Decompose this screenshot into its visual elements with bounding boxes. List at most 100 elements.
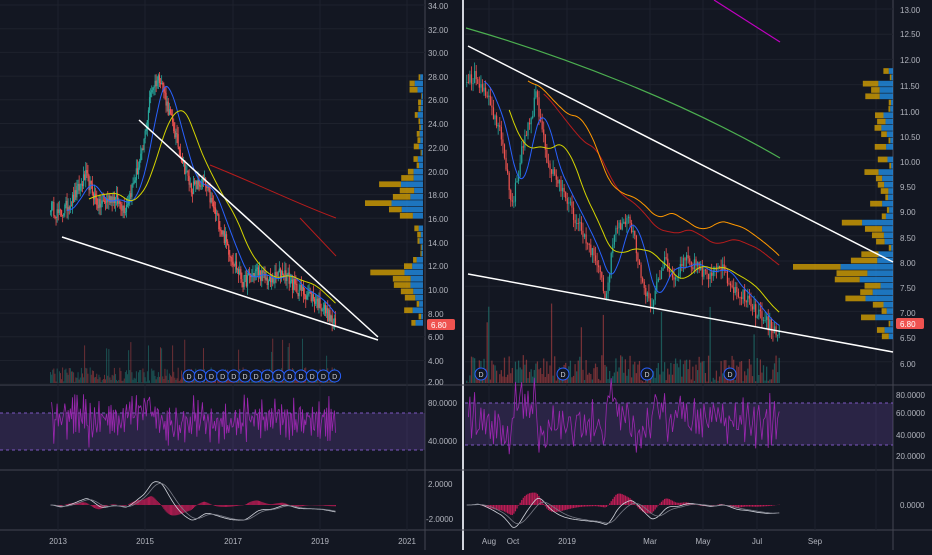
macd-histogram-bar — [156, 500, 157, 505]
volume-profile-bar — [871, 87, 880, 93]
volume-bar — [688, 369, 689, 383]
candle-body — [329, 310, 330, 321]
volume-bar — [667, 369, 668, 383]
left-price-tick: 4.00 — [428, 357, 444, 366]
volume-bar — [261, 379, 262, 383]
left-price-tick: 22.00 — [428, 144, 449, 153]
volume-bar — [114, 368, 115, 383]
candle-body — [63, 213, 64, 215]
volume-profile-bar — [400, 188, 414, 194]
candle-body — [752, 306, 753, 309]
candle-body — [242, 282, 243, 287]
candle-body — [150, 92, 151, 97]
macd-histogram-bar — [325, 505, 326, 506]
candle-body — [749, 296, 750, 299]
candle-body — [471, 74, 472, 83]
macd-histogram-bar — [192, 505, 193, 509]
macd-histogram-bar — [159, 503, 160, 505]
candle-body — [741, 297, 742, 299]
candle-body — [223, 231, 224, 234]
macd-histogram-bar — [66, 504, 67, 505]
volume-bar — [502, 376, 503, 383]
volume-bar — [521, 369, 522, 383]
volume-bar — [766, 367, 767, 383]
volume-bar — [53, 369, 54, 383]
candle-body — [757, 317, 758, 318]
macd-histogram-bar — [521, 500, 522, 505]
volume-bar — [507, 375, 508, 383]
volume-profile-bar — [414, 226, 418, 232]
candle-body — [189, 176, 190, 185]
volume-profile-bar — [411, 276, 423, 282]
macd-histogram-bar — [277, 503, 278, 505]
candle-body — [777, 335, 778, 336]
volume-profile-bar — [404, 270, 423, 276]
volume-profile-bar — [422, 251, 423, 257]
candle-body — [581, 222, 582, 231]
volume-bar — [708, 356, 709, 383]
volume-profile-bar — [865, 93, 879, 99]
candle-body — [744, 289, 745, 301]
macd-histogram-bar — [502, 505, 503, 511]
macd-histogram-bar — [193, 505, 194, 508]
candle-body — [282, 271, 283, 275]
macd-histogram-bar — [297, 505, 298, 507]
right-macd-tick: 0.0000 — [900, 501, 925, 510]
volume-bar — [711, 382, 712, 383]
left-price-tick: 8.00 — [428, 310, 444, 319]
candle-body — [323, 309, 324, 310]
candle-body — [266, 278, 267, 280]
volume-bar — [532, 377, 533, 383]
volume-bar — [160, 347, 161, 383]
candle-body — [686, 255, 687, 260]
candle-body — [513, 202, 514, 203]
macd-histogram-bar — [169, 505, 170, 514]
volume-profile-bar — [882, 308, 887, 314]
volume-bar — [138, 372, 139, 383]
macd-histogram-bar — [93, 505, 94, 507]
candle-body — [65, 201, 66, 205]
volume-profile-bar — [402, 207, 423, 213]
candle-body — [633, 231, 634, 232]
candle-body — [564, 188, 565, 192]
macd-histogram-bar — [224, 505, 225, 507]
candle-body — [218, 215, 219, 229]
macd-histogram-bar — [545, 505, 546, 506]
volume-bar — [283, 381, 284, 383]
candle-body — [532, 116, 533, 118]
volume-bar — [623, 373, 624, 383]
volume-bar — [124, 379, 125, 383]
right-price-tick: 8.00 — [900, 259, 916, 268]
volume-profile-bar — [414, 188, 423, 194]
candle-body — [766, 316, 767, 320]
candle-body — [611, 253, 612, 274]
volume-profile-bar — [793, 264, 841, 270]
candle-body — [61, 210, 62, 215]
candle-body — [174, 131, 175, 137]
volume-bar — [99, 375, 100, 383]
volume-bar — [145, 377, 146, 383]
volume-bar — [741, 361, 742, 383]
candle-body — [688, 255, 689, 258]
macd-histogram-bar — [233, 505, 234, 506]
candle-body — [206, 186, 207, 188]
macd-histogram-bar — [86, 503, 87, 505]
macd-histogram-bar — [281, 503, 282, 505]
candle-body — [162, 83, 163, 85]
macd-histogram-bar — [677, 503, 678, 505]
candle-body — [134, 182, 135, 183]
macd-histogram-bar — [752, 505, 753, 507]
candle-body — [284, 270, 285, 275]
macd-histogram-bar — [61, 505, 62, 506]
macd-histogram-bar — [592, 505, 593, 506]
macd-histogram-bar — [529, 493, 530, 505]
macd-histogram-bar — [264, 503, 265, 505]
volume-bar — [655, 378, 656, 383]
volume-bar — [115, 374, 116, 383]
volume-profile-bar — [891, 163, 893, 169]
macd-histogram-bar — [238, 505, 239, 506]
left-price-tick: 16.00 — [428, 215, 449, 224]
candle-body — [746, 301, 747, 302]
macd-histogram-bar — [279, 503, 280, 505]
